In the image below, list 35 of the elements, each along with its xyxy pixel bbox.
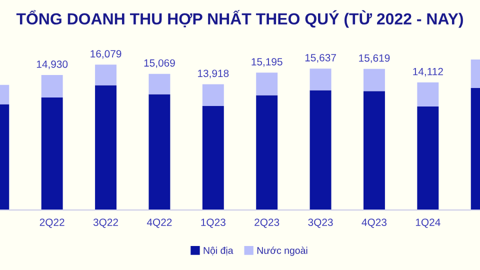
bar (148, 74, 170, 94)
bar (310, 68, 332, 90)
bar (256, 95, 278, 210)
bar (41, 97, 63, 210)
legend-label: Nội địa (204, 246, 234, 256)
x-tick-label: 2Q22 (40, 218, 64, 228)
bar (417, 106, 439, 210)
bar (202, 106, 224, 210)
bar (363, 91, 385, 210)
annotation: 15,195 (252, 58, 282, 67)
x-tick-label: 3Q22 (93, 218, 118, 228)
bar (256, 72, 278, 96)
annotation: 13,918 (198, 70, 229, 78)
x-tick-label: 4Q23 (362, 218, 387, 228)
x-tick-label: 3Q23 (308, 218, 333, 228)
chart-title: TỔNG DOANH THU HỢP NHẤT THEO QUÝ (TỪ 2022 - NAY) (16, 10, 463, 28)
legend-label: Nước ngoài (257, 246, 308, 256)
annotation: 14,112 (413, 68, 443, 76)
x-tick-label: 1Q24 (416, 218, 440, 228)
x-tick-label: 4Q22 (146, 218, 172, 228)
bar (95, 85, 117, 210)
x-tick-label: 2Q23 (254, 218, 280, 228)
bar (310, 90, 332, 210)
annotation: 16,079 (90, 50, 122, 59)
bar (148, 94, 170, 210)
annotation: 15,069 (144, 59, 175, 68)
x-tick-label: 1Q23 (201, 218, 226, 228)
annotation: 15,637 (305, 54, 336, 63)
bar (41, 75, 63, 98)
bar (363, 68, 385, 92)
annotation: 14,930 (36, 60, 68, 70)
bar (95, 64, 117, 86)
annotation: 15,619 (359, 54, 390, 63)
bar (202, 84, 224, 106)
bar (417, 82, 439, 106)
